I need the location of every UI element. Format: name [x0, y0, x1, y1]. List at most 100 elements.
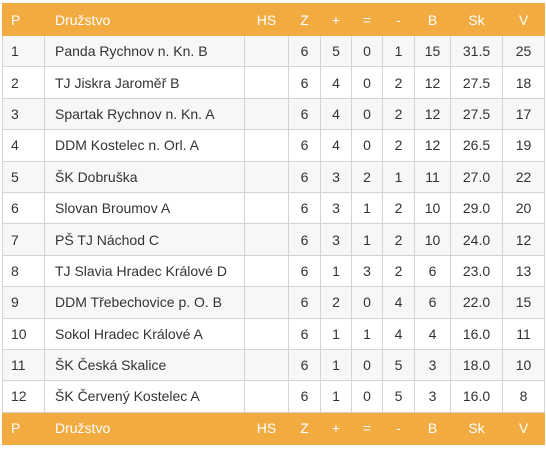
cell-team-name[interactable]: ŠK Česká Skalice [44, 348, 245, 382]
table-row: 10 Sokol Hradec Králové A 6 1 1 4 4 16.0 11 [2, 317, 545, 350]
cell-team-name[interactable]: Sokol Hradec Králové A [44, 317, 245, 350]
cell-hs [244, 348, 289, 382]
cell-losses: 2 [382, 97, 415, 131]
cell-team-name[interactable]: DDM Třebechovice p. O. B [44, 286, 245, 319]
cell-draws: 0 [351, 286, 383, 319]
cell-hs [244, 223, 289, 256]
table-row: 2 TJ Jiskra Jaroměř B 6 4 0 2 12 27.5 18 [2, 66, 545, 99]
cell-team-name[interactable]: PŠ TJ Náchod C [44, 223, 245, 256]
cell-points: 12 [414, 66, 451, 99]
cell-wins: 1 [320, 380, 352, 413]
cell-team-name[interactable]: ŠK Červený Kostelec A [44, 380, 245, 413]
cell-wins: 3 [320, 191, 352, 225]
cell-points: 12 [414, 129, 451, 162]
cell-played: 6 [288, 66, 321, 99]
cell-points: 3 [414, 380, 451, 413]
col-footer-sk: Sk [450, 411, 503, 445]
cell-team-name[interactable]: Slovan Broumov A [44, 191, 245, 225]
cell-v: 10 [502, 348, 545, 382]
cell-losses: 1 [382, 34, 415, 68]
cell-v: 12 [502, 223, 545, 256]
col-header-v[interactable]: V [502, 3, 545, 36]
cell-wins: 4 [320, 129, 352, 162]
cell-played: 6 [288, 191, 321, 225]
cell-played: 6 [288, 160, 321, 193]
cell-rank: 6 [2, 191, 45, 225]
cell-team-name[interactable]: DDM Kostelec n. Orl. A [44, 129, 245, 162]
cell-rank: 7 [2, 223, 45, 256]
cell-hs [244, 254, 289, 288]
cell-losses: 2 [382, 129, 415, 162]
cell-rank: 5 [2, 160, 45, 193]
cell-losses: 5 [382, 380, 415, 413]
cell-team-name[interactable]: Spartak Rychnov n. Kn. A [44, 97, 245, 131]
col-header-rank[interactable]: P [2, 3, 45, 36]
cell-points: 10 [414, 223, 451, 256]
cell-team-name[interactable]: TJ Jiskra Jaroměř B [44, 66, 245, 99]
cell-score: 24.0 [450, 223, 503, 256]
cell-losses: 2 [382, 191, 415, 225]
cell-draws: 3 [351, 254, 383, 288]
cell-score: 23.0 [450, 254, 503, 288]
cell-losses: 1 [382, 160, 415, 193]
cell-losses: 2 [382, 254, 415, 288]
col-footer-z: Z [288, 411, 321, 445]
cell-score: 27.5 [450, 66, 503, 99]
cell-draws: 1 [351, 191, 383, 225]
cell-v: 8 [502, 380, 545, 413]
cell-v: 20 [502, 191, 545, 225]
table-row: 12 ŠK Červený Kostelec A 6 1 0 5 3 16.0 8 [2, 380, 545, 413]
cell-played: 6 [288, 223, 321, 256]
col-footer-b: B [414, 411, 451, 445]
cell-v: 18 [502, 66, 545, 99]
cell-played: 6 [288, 317, 321, 350]
cell-v: 13 [502, 254, 545, 288]
col-header-z[interactable]: Z [288, 3, 321, 36]
col-header-hs[interactable]: HS [244, 3, 289, 36]
col-header-plus[interactable]: + [320, 3, 352, 36]
cell-draws: 0 [351, 380, 383, 413]
cell-team-name[interactable]: ŠK Dobruška [44, 160, 245, 193]
cell-played: 6 [288, 286, 321, 319]
cell-hs [244, 380, 289, 413]
cell-v: 22 [502, 160, 545, 193]
cell-team-name[interactable]: Panda Rychnov n. Kn. B [44, 34, 245, 68]
cell-score: 26.5 [450, 129, 503, 162]
cell-played: 6 [288, 348, 321, 382]
cell-losses: 2 [382, 66, 415, 99]
cell-team-name[interactable]: TJ Slavia Hradec Králové D [44, 254, 245, 288]
cell-wins: 4 [320, 66, 352, 99]
cell-losses: 4 [382, 286, 415, 319]
table-row: 11 ŠK Česká Skalice 6 1 0 5 3 18.0 10 [2, 348, 545, 382]
cell-score: 27.0 [450, 160, 503, 193]
col-header-sk[interactable]: Sk [450, 3, 503, 36]
cell-score: 22.0 [450, 286, 503, 319]
cell-v: 19 [502, 129, 545, 162]
cell-hs [244, 317, 289, 350]
cell-losses: 4 [382, 317, 415, 350]
cell-wins: 3 [320, 223, 352, 256]
col-header-team[interactable]: Družstvo [44, 3, 245, 36]
cell-points: 6 [414, 254, 451, 288]
cell-score: 31.5 [450, 34, 503, 68]
cell-rank: 9 [2, 286, 45, 319]
cell-rank: 1 [2, 34, 45, 68]
cell-rank: 11 [2, 348, 45, 382]
cell-v: 15 [502, 286, 545, 319]
cell-hs [244, 34, 289, 68]
col-footer-hs: HS [244, 411, 289, 445]
col-footer-minus: - [382, 411, 415, 445]
cell-wins: 1 [320, 317, 352, 350]
cell-draws: 0 [351, 97, 383, 131]
cell-points: 4 [414, 317, 451, 350]
cell-score: 16.0 [450, 380, 503, 413]
col-header-b[interactable]: B [414, 3, 451, 36]
table-row: 8 TJ Slavia Hradec Králové D 6 1 3 2 6 23.0 13 [2, 254, 545, 288]
col-header-eq[interactable]: = [351, 3, 383, 36]
cell-points: 10 [414, 191, 451, 225]
cell-v: 11 [502, 317, 545, 350]
cell-hs [244, 97, 289, 131]
col-header-minus[interactable]: - [382, 3, 415, 36]
cell-rank: 12 [2, 380, 45, 413]
cell-points: 12 [414, 97, 451, 131]
